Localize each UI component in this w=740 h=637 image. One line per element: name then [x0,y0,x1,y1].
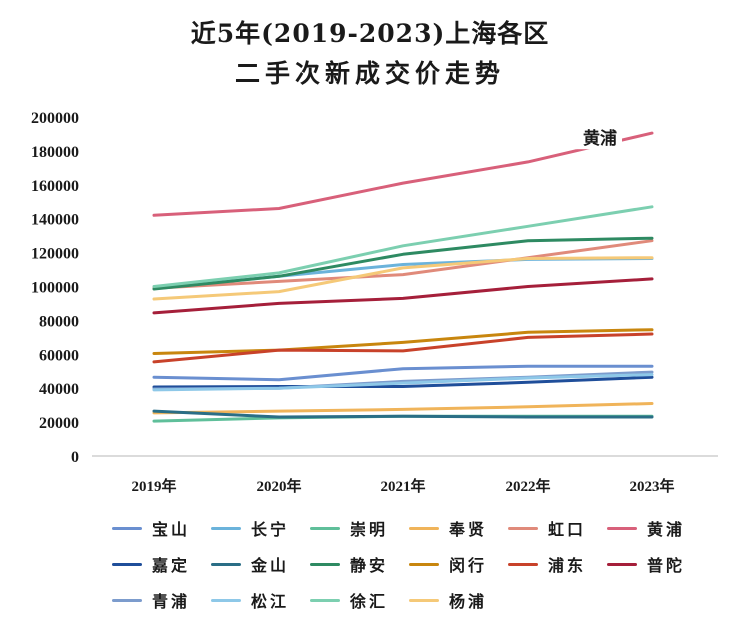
legend-swatch [508,526,538,530]
legend-swatch [211,562,241,566]
legend-label: 黄浦 [647,520,686,539]
chart-subtitle: 二手次新成交价走势 [234,59,505,88]
legend-swatch [211,598,241,602]
y-tick-label: 40000 [39,381,79,398]
x-tick-label: 2023年 [629,477,674,495]
legend-swatch [211,526,241,530]
chart-title: 近5年(2019-2023)上海各区 [190,19,550,48]
y-tick-label: 60000 [39,347,79,364]
series-line-杨浦 [152,256,654,301]
legend-swatch [409,598,439,602]
legend-swatch [409,562,439,566]
x-axis: 2019年 2020年 2021年 2022年 2023年 [131,477,674,495]
y-tick-label: 180000 [31,144,79,161]
series-line-虹口 [152,239,654,290]
y-tick-label: 200000 [31,110,79,127]
y-tick-label: 80000 [39,313,79,330]
series-line-徐汇 [152,205,654,288]
series-line-黄浦 [152,131,654,217]
legend-label: 宝山 [152,520,191,539]
legend-swatch [112,526,142,530]
y-tick-label: 100000 [31,280,79,297]
legend-swatch [310,562,340,566]
legend-item[interactable]: 静安 [310,552,388,576]
x-tick-label: 2020年 [256,477,301,495]
legend-item[interactable]: 虹口 [508,516,586,540]
legend-item[interactable]: 浦东 [508,552,586,576]
legend-label: 闵行 [449,556,488,575]
legend-swatch [112,562,142,566]
legend-swatch [607,562,637,566]
legend-item[interactable]: 嘉定 [112,552,190,576]
legend-item[interactable]: 青浦 [112,588,190,612]
series-line-奉贤 [152,402,654,415]
legend-swatch [409,526,439,530]
legend-item[interactable]: 崇明 [310,516,388,540]
annotations: 黄浦 [576,127,622,150]
legend-label: 奉贤 [449,520,488,539]
legend-label: 静安 [350,556,389,575]
legend-item[interactable]: 黄浦 [607,516,685,540]
legend-label: 普陀 [647,556,686,575]
legend-item[interactable]: 松江 [211,588,289,612]
legend-label: 嘉定 [152,556,191,575]
legend-item[interactable]: 杨浦 [409,588,487,612]
legend-item[interactable]: 奉贤 [409,516,487,540]
series-line-静安 [152,236,654,291]
legend-swatch [112,598,142,602]
legend-label: 青浦 [152,592,191,611]
y-tick-label: 0 [71,449,79,466]
series-line-宝山 [152,364,654,382]
y-tick-label: 140000 [31,212,79,229]
y-axis: 0 20000 40000 60000 80000 100000 120000 140000 1… [31,110,79,466]
y-tick-label: 20000 [39,415,79,432]
legend-item[interactable]: 普陀 [607,552,685,576]
y-tick-label: 120000 [31,246,79,263]
line-chart: 0 20000 40000 60000 80000 100000 120000 140000 1… [31,110,718,495]
legend-label: 金山 [251,556,290,575]
y-tick-label: 160000 [31,178,79,195]
annotation-background [576,127,622,150]
legend-item[interactable]: 长宁 [211,516,289,540]
legend-item[interactable]: 闵行 [409,552,487,576]
x-tick-label: 2021年 [380,477,425,495]
legend-swatch [508,562,538,566]
legend-label: 松江 [251,592,290,611]
x-tick-label: 2022年 [505,477,550,495]
series-lines [152,131,654,423]
legend-label: 虹口 [548,520,587,539]
series-line-松江 [152,373,654,392]
annotation-label: 黄浦 [583,128,617,149]
legend-swatch [310,598,340,602]
legend-item[interactable]: 宝山 [112,516,190,540]
legend-item[interactable]: 徐汇 [310,588,388,612]
series-line-浦东 [152,332,654,364]
legend-swatch [607,526,637,530]
series-line-金山 [152,409,654,419]
legend-label: 长宁 [251,520,290,539]
legend-item[interactable]: 金山 [211,552,289,576]
legend-label: 浦东 [548,556,587,575]
x-tick-label: 2019年 [131,477,176,495]
series-line-嘉定 [152,375,654,389]
legend-label: 杨浦 [449,592,488,611]
series-line-闵行 [152,328,654,355]
legend-label: 徐汇 [350,592,389,611]
series-line-普陀 [152,277,654,315]
legend-swatch [310,526,340,530]
legend-label: 崇明 [350,520,389,539]
